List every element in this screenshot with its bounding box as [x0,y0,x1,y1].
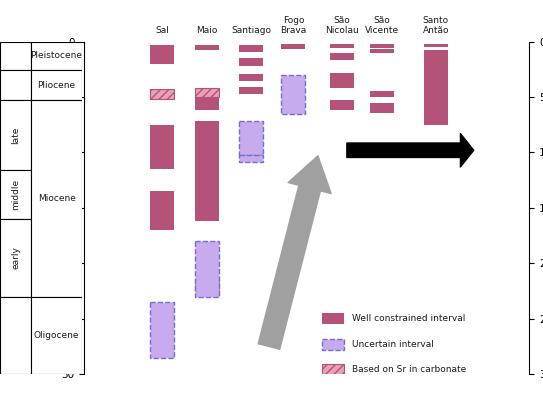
Bar [194,88,219,97]
Bar [330,53,353,61]
Bar [31,297,82,374]
Bar [194,241,219,297]
Bar [150,45,174,64]
Text: Fogo
Brava: Fogo Brava [280,15,307,35]
Text: Maio: Maio [196,26,217,35]
Text: Miocene: Miocene [37,194,75,203]
Bar [150,125,174,169]
Text: Oligocene: Oligocene [34,331,79,340]
Text: early: early [11,246,20,269]
Text: Sal: Sal [155,26,169,35]
Text: Santo
Antão: Santo Antão [422,15,449,35]
Text: middle: middle [11,179,20,210]
Bar [0,297,31,374]
Bar [194,45,219,50]
Bar [194,280,219,291]
Text: São
Vicente: São Vicente [364,15,399,35]
Bar [323,339,344,350]
Bar [239,45,263,51]
Text: Well constrained interval: Well constrained interval [352,314,465,323]
Bar [150,89,174,99]
Bar [0,70,31,100]
Bar [239,58,263,66]
Bar [150,302,174,358]
Bar [330,100,353,110]
Bar [370,103,394,112]
Bar [0,219,31,297]
Bar [0,100,31,170]
Bar [239,155,263,162]
Bar [370,44,394,48]
Bar [424,50,448,125]
Text: São
Nicolau: São Nicolau [325,15,358,35]
Bar [323,313,344,324]
Bar [31,42,82,70]
Bar [281,75,306,114]
Bar [370,50,394,53]
Bar [239,74,263,82]
Text: Santiago: Santiago [231,26,271,35]
Text: Pliocene: Pliocene [37,81,75,90]
Bar [239,122,263,155]
Text: Uncertain interval: Uncertain interval [352,340,434,349]
Bar [0,42,31,70]
Bar [150,191,174,230]
Bar [370,91,394,97]
Bar [281,44,306,50]
Text: late: late [11,127,20,144]
Bar [424,44,448,47]
Bar [194,122,219,221]
Bar [31,100,82,297]
Bar [0,170,31,219]
Bar [239,87,263,94]
Bar [323,364,344,375]
Bar [330,44,353,48]
Text: Based on Sr in carbonate: Based on Sr in carbonate [352,365,466,374]
Text: Pleistocene: Pleistocene [30,51,83,61]
Bar [31,70,82,100]
Bar [194,97,219,110]
Bar [330,72,353,88]
